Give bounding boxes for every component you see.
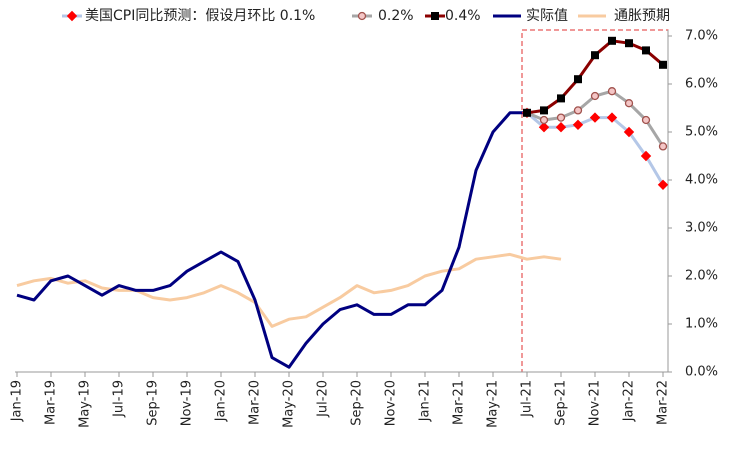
data-point bbox=[659, 60, 667, 69]
data-point bbox=[623, 126, 635, 138]
data-point bbox=[608, 36, 616, 45]
data-point bbox=[640, 150, 652, 162]
data-point bbox=[607, 87, 617, 96]
data-point bbox=[606, 112, 618, 123]
legend-label: 0.4% bbox=[445, 8, 481, 24]
data-point bbox=[641, 115, 651, 125]
x-tick-label: Nov-20 bbox=[384, 380, 399, 426]
data-point bbox=[642, 46, 650, 55]
y-tick-label: 5.0% bbox=[685, 125, 718, 140]
data-point bbox=[657, 179, 669, 191]
x-tick-label: May-21 bbox=[486, 380, 501, 428]
x-tick-label: Mar-22 bbox=[656, 380, 671, 425]
data-point bbox=[574, 75, 582, 84]
y-tick-label: 7.0% bbox=[685, 29, 718, 44]
data-point bbox=[557, 94, 565, 103]
legend-label: 美国CPI同比预测：假设月环比 0.1% bbox=[85, 8, 315, 24]
legend-marker bbox=[357, 11, 367, 21]
data-point bbox=[589, 112, 601, 123]
x-tick-label: Nov-19 bbox=[180, 380, 195, 426]
x-tick-label: Jan-20 bbox=[214, 380, 229, 422]
x-tick-label: Jan-21 bbox=[418, 380, 433, 422]
x-tick-label: Sep-20 bbox=[350, 380, 365, 426]
y-tick-label: 3.0% bbox=[685, 221, 718, 236]
data-point bbox=[523, 108, 531, 117]
y-tick-label: 6.0% bbox=[685, 77, 718, 92]
data-point bbox=[538, 121, 550, 133]
series-line bbox=[526, 111, 665, 186]
x-tick-label: Jan-19 bbox=[10, 380, 25, 422]
legend-label: 0.2% bbox=[378, 8, 414, 24]
x-tick-label: Jul-20 bbox=[316, 380, 331, 418]
x-tick-label: Sep-21 bbox=[554, 380, 569, 426]
x-tick-label: Jul-21 bbox=[520, 380, 535, 418]
x-tick-label: Jul-19 bbox=[112, 380, 127, 418]
series-line bbox=[16, 111, 527, 369]
x-tick-label: Mar-21 bbox=[452, 380, 467, 425]
data-point bbox=[572, 119, 584, 131]
y-tick-label: 4.0% bbox=[685, 173, 718, 188]
data-point bbox=[540, 106, 548, 115]
series-line bbox=[16, 252, 562, 328]
legend-marker bbox=[66, 10, 78, 22]
data-point bbox=[556, 113, 566, 122]
legend-marker bbox=[431, 12, 439, 20]
x-tick-label: Mar-19 bbox=[44, 380, 59, 425]
data-point bbox=[555, 121, 567, 133]
legend-label: 通胀预期 bbox=[614, 8, 670, 24]
data-point bbox=[624, 99, 634, 108]
data-point bbox=[625, 39, 633, 48]
x-tick-label: May-19 bbox=[78, 380, 93, 428]
x-tick-label: Jan-22 bbox=[622, 380, 637, 422]
data-point bbox=[658, 142, 668, 151]
forecast-highlight-box bbox=[521, 29, 669, 373]
x-tick-label: Sep-19 bbox=[146, 380, 161, 426]
y-tick-label: 2.0% bbox=[685, 269, 718, 284]
x-tick-label: May-20 bbox=[282, 380, 297, 428]
data-point bbox=[590, 91, 600, 101]
legend-label: 实际值 bbox=[526, 8, 568, 24]
y-tick-label: 0.0% bbox=[685, 365, 718, 380]
data-point bbox=[591, 51, 599, 60]
y-tick-label: 1.0% bbox=[685, 317, 718, 332]
data-point bbox=[573, 106, 583, 115]
data-point bbox=[539, 115, 549, 125]
x-tick-label: Mar-20 bbox=[248, 380, 263, 425]
x-tick-label: Nov-21 bbox=[588, 380, 603, 426]
